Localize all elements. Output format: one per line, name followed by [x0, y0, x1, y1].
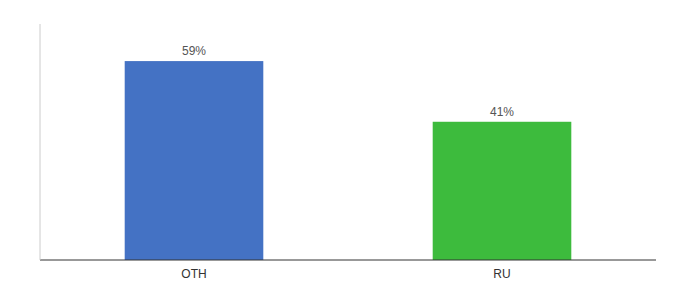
data-labels: 59% 41%	[182, 44, 514, 119]
x-tick-label: RU	[493, 267, 510, 281]
y-axis-line	[40, 24, 41, 260]
data-label: 41%	[490, 105, 514, 119]
bars	[125, 61, 572, 260]
bar	[125, 61, 264, 260]
bar	[433, 122, 572, 260]
chart-container: OTH RU 59% 41%	[0, 0, 680, 300]
x-tick-label: OTH	[181, 267, 206, 281]
axes: OTH RU	[40, 24, 656, 281]
x-axis-line	[40, 260, 656, 261]
chart-svg: OTH RU 59% 41%	[0, 0, 680, 300]
data-label: 59%	[182, 44, 206, 58]
